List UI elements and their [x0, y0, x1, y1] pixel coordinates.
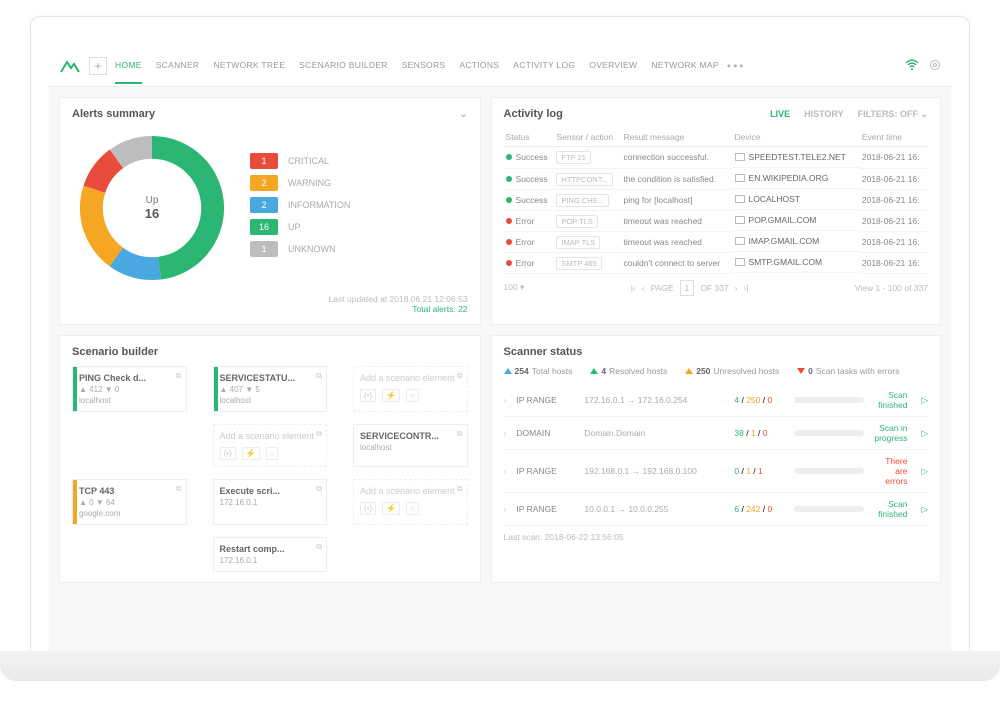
nav-item-scanner[interactable]: SCANNER [156, 60, 200, 84]
play-icon[interactable]: ▷ [921, 466, 928, 477]
legend-row: 2INFORMATION [250, 197, 468, 213]
pager-next[interactable]: › [735, 283, 738, 293]
nav-item-network-map[interactable]: NETWORK MAP [651, 60, 719, 84]
activity-row[interactable]: SuccessFTP 21connection successful.SPEED… [504, 147, 928, 169]
alerts-summary-panel: Alerts summary ⌄ Up 16 1CRITICAL 2WARNING… [59, 97, 481, 325]
link-icon: ⧉ [316, 542, 322, 552]
scanner-row[interactable]: ›IP RANGE172.16.0.1 → 172.16.0.2544 / 25… [504, 384, 928, 417]
scenario-node[interactable]: ⧉SERVICESTATU...▲ 407 ▼ 5localhost [213, 366, 328, 412]
scanner-row[interactable]: ›IP RANGE10.0.0.1 → 10.0.0.2556 / 242 / … [504, 493, 928, 526]
activity-row[interactable]: ErrorPOP TLStimeout was reachedPOP.GMAIL… [504, 210, 928, 231]
alerts-last-updated: Last updated at 2018.06.21 12:06:53 [72, 294, 468, 304]
more-menu-icon[interactable]: ••• [727, 59, 746, 73]
laptop-base [0, 651, 1000, 681]
activity-row[interactable]: ErrorSMTP 465couldn't connect to serverS… [504, 252, 928, 273]
alerts-total: Total alerts: 22 [72, 304, 468, 314]
activity-view-label: View 1 - 100 of 337 [855, 283, 928, 293]
top-nav: + HOMESCANNERNETWORK TREESCENARIO BUILDE… [49, 45, 951, 87]
scanner-stat: 0Scan tasks with errors [797, 366, 899, 376]
link-icon: ⧉ [457, 371, 463, 381]
nav-item-home[interactable]: HOME [115, 60, 142, 84]
logo-icon [59, 58, 81, 74]
legend-row: 1UNKNOWN [250, 241, 468, 257]
scenario-node[interactable]: ⧉Restart comp...172.16.0.1 [213, 537, 328, 572]
scanner-stat: 254Total hosts [504, 366, 573, 376]
pager-prev[interactable]: ‹ [642, 283, 645, 293]
nav-item-sensors[interactable]: SENSORS [402, 60, 446, 84]
link-icon: ⧉ [316, 484, 322, 494]
scenario-builder-panel: Scenario builder ⧉PING Check d...▲ 412 ▼… [59, 335, 481, 583]
alerts-donut-chart: Up 16 [72, 128, 232, 288]
chevron-right-icon: › [504, 466, 507, 476]
link-icon: ⧉ [176, 371, 182, 381]
pager-last[interactable]: ›| [744, 283, 749, 293]
pager: |‹ ‹ PAGE 1 OF 337 › ›| [631, 280, 749, 296]
activity-log-panel: Activity log LIVE HISTORY FILTERS: OFF ⌄… [491, 97, 941, 325]
nav-item-network-tree[interactable]: NETWORK TREE [213, 60, 285, 84]
chevron-right-icon: › [504, 428, 507, 438]
link-icon: ⧉ [176, 484, 182, 494]
link-icon: ⧉ [457, 429, 463, 439]
collapse-icon[interactable]: ⌄ [459, 109, 467, 120]
add-tab-button[interactable]: + [89, 57, 107, 75]
scanner-title: Scanner status [504, 346, 583, 358]
donut-center-value: 16 [145, 206, 159, 221]
pager-current[interactable]: 1 [680, 280, 695, 296]
legend-row: 1CRITICAL [250, 153, 468, 169]
chevron-right-icon: › [504, 504, 507, 514]
scenario-node[interactable]: ⧉Execute scri...172.16.0.1 [213, 479, 328, 525]
scenario-title: Scenario builder [72, 346, 158, 358]
pager-first[interactable]: |‹ [631, 283, 636, 293]
activity-filters[interactable]: FILTERS: OFF ⌄ [858, 109, 928, 120]
scenario-add-element[interactable]: ⧉Add a scenario element(•)⚡○ [353, 479, 468, 525]
donut-center-label: Up [146, 195, 159, 206]
scenario-node[interactable]: ⧉SERVICECONTR...localhost [353, 424, 468, 467]
laptop-frame: + HOMESCANNERNETWORK TREESCENARIO BUILDE… [30, 16, 970, 656]
nav-tabs: HOMESCANNERNETWORK TREESCENARIO BUILDERS… [115, 60, 719, 72]
nav-item-overview[interactable]: OVERVIEW [589, 60, 637, 84]
scenario-add-element[interactable]: ⧉Add a scenario element(•)⚡○ [353, 366, 468, 412]
play-icon[interactable]: ▷ [921, 504, 928, 515]
activity-title: Activity log [504, 108, 563, 120]
scenario-node[interactable]: ⧉TCP 443▲ 0 ▼ 64google.com [72, 479, 187, 525]
play-icon[interactable]: ▷ [921, 428, 928, 439]
settings-icon[interactable] [929, 59, 941, 73]
nav-item-activity-log[interactable]: ACTIVITY LOG [513, 60, 575, 84]
scanner-row[interactable]: ›IP RANGE192.168.0.1 → 192.168.0.1000 / … [504, 450, 928, 493]
scanner-stat: 250Unresolved hosts [685, 366, 779, 376]
activity-table: StatusSensor / actionResult messageDevic… [504, 128, 928, 274]
scanner-row[interactable]: ›DOMAINDomain.Domain38 / 1 / 0Scan in pr… [504, 417, 928, 450]
screen: + HOMESCANNERNETWORK TREESCENARIO BUILDE… [49, 45, 951, 655]
scanner-status-panel: Scanner status 254Total hosts 4Resolved h… [491, 335, 941, 583]
legend-row: 16UP [250, 219, 468, 235]
nav-item-scenario-builder[interactable]: SCENARIO BUILDER [299, 60, 387, 84]
wifi-icon [905, 59, 919, 73]
page-size-select[interactable]: 100 ▾ [504, 282, 525, 293]
scenario-add-element[interactable]: ⧉Add a scenario element(•)⚡○ [213, 424, 328, 467]
alerts-title: Alerts summary [72, 108, 155, 120]
scenario-node[interactable]: ⧉PING Check d...▲ 412 ▼ 0localhost [72, 366, 187, 412]
alerts-legend: 1CRITICAL 2WARNING 2INFORMATION 16UP 1UNKNOW… [250, 153, 468, 263]
scanner-last-scan: Last scan: 2018-06-22 13:56:05 [504, 532, 928, 542]
activity-row[interactable]: SuccessPING CHE...ping for [localhost]LO… [504, 189, 928, 210]
chevron-right-icon: › [504, 395, 507, 405]
link-icon: ⧉ [316, 371, 322, 381]
activity-row[interactable]: ErrorIMAP TLStimeout was reachedIMAP.GMA… [504, 231, 928, 252]
activity-tab-live[interactable]: LIVE [770, 109, 790, 119]
play-icon[interactable]: ▷ [921, 395, 928, 406]
activity-tab-history[interactable]: HISTORY [804, 109, 844, 119]
legend-row: 2WARNING [250, 175, 468, 191]
link-icon: ⧉ [457, 484, 463, 494]
nav-item-actions[interactable]: ACTIONS [459, 60, 499, 84]
scanner-stat: 4Resolved hosts [590, 366, 667, 376]
activity-row[interactable]: SuccessHTTPCONT...the condition is satis… [504, 168, 928, 189]
link-icon: ⧉ [316, 429, 322, 439]
